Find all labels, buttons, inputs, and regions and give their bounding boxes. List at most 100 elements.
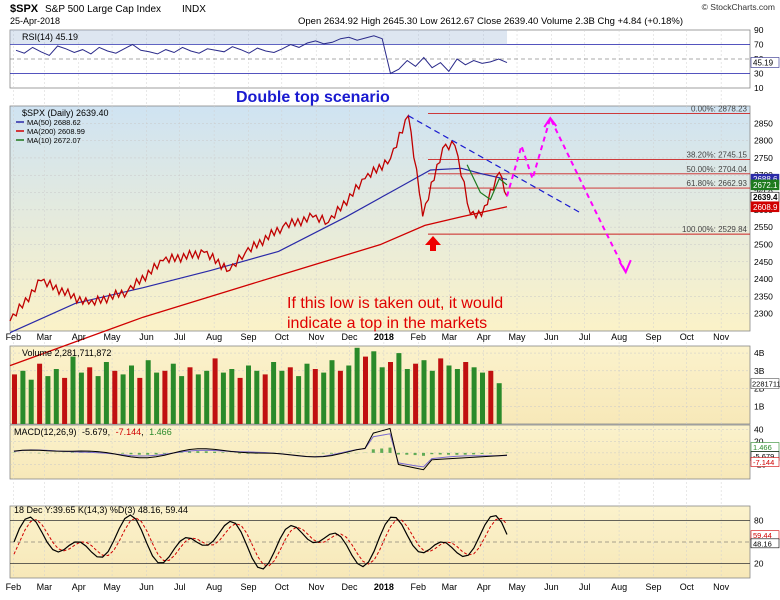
x-tick-label-top: Mar <box>442 332 458 342</box>
volume-bar <box>305 364 310 424</box>
price-tick-label: 2500 <box>754 239 773 249</box>
volume-bar <box>321 373 326 424</box>
rsi-tick-label: 10 <box>754 83 764 93</box>
price-tick-label: 2850 <box>754 118 773 128</box>
macd-histogram-bar <box>138 453 141 455</box>
stoch-last-label: 48.16 <box>753 539 772 548</box>
x-tick-label-bottom: Feb <box>6 582 22 592</box>
x-tick-label-top: Oct <box>275 332 290 342</box>
x-tick-label-bottom: Nov <box>713 582 730 592</box>
x-tick-label-bottom: Sep <box>645 582 661 592</box>
volume-bar <box>96 376 101 424</box>
macd-histogram-bar <box>196 451 199 453</box>
volume-bar <box>438 358 443 424</box>
volume-bar <box>330 360 335 424</box>
volume-bar <box>37 364 42 424</box>
volume-bar <box>45 376 50 424</box>
volume-bar <box>463 362 468 424</box>
x-tick-label-top: Jul <box>174 332 186 342</box>
x-tick-label-bottom: Oct <box>275 582 290 592</box>
x-tick-label-top: Dec <box>341 332 358 342</box>
volume-bar <box>488 371 493 424</box>
x-tick-label-top: Sep <box>241 332 257 342</box>
volume-bar <box>12 374 17 424</box>
x-tick-label-top: Sep <box>645 332 661 342</box>
volume-label: Volume 2,281,711,872 <box>22 348 111 358</box>
x-tick-label-bottom: Apr <box>72 582 86 592</box>
volume-bar <box>263 374 268 424</box>
symbol-text: $SPX <box>10 3 39 15</box>
macd-tick-label: 40 <box>754 425 764 435</box>
macd-histogram-bar <box>130 453 133 454</box>
date-text: 25-Apr-2018 <box>10 16 60 26</box>
stoch-panel <box>10 506 750 578</box>
price-label: $SPX (Daily) 2639.40 <box>22 108 109 118</box>
macd-histogram-bar <box>163 453 166 454</box>
volume-bar <box>288 367 293 424</box>
volume-bar <box>396 353 401 424</box>
volume-bar <box>355 348 360 424</box>
volume-bar <box>87 367 92 424</box>
x-tick-label-top: 2018 <box>374 332 394 342</box>
volume-bar <box>71 357 76 424</box>
x-tick-label-bottom: Feb <box>411 582 427 592</box>
x-tick-label-top: Jul <box>579 332 591 342</box>
volume-bar <box>204 371 209 424</box>
macd-hist-label: 1.466 <box>149 427 172 437</box>
volume-bar <box>238 378 243 424</box>
volume-bar <box>188 367 193 424</box>
x-tick-label-bottom: Jul <box>579 582 591 592</box>
macd-histogram-bar <box>372 449 375 453</box>
macd-histogram-bar <box>221 452 224 453</box>
volume-tick-label: 1B <box>754 401 765 411</box>
x-tick-label-bottom: Dec <box>341 582 358 592</box>
volume-bar <box>179 376 184 424</box>
x-tick-label-top: Mar <box>37 332 53 342</box>
rsi-tick-label: 30 <box>754 69 764 79</box>
note-line-2: indicate a top in the markets <box>287 315 487 332</box>
volume-bar <box>112 371 117 424</box>
macd-histogram-bar <box>430 453 433 454</box>
rsi-last-label: 45.19 <box>753 58 774 67</box>
volume-bar <box>296 376 301 424</box>
macd-histogram-bar <box>155 453 158 455</box>
volume-bar <box>363 357 368 424</box>
macd-histogram-bar <box>447 453 450 455</box>
price-tick-label: 2350 <box>754 291 773 301</box>
macd-histogram-bar <box>481 453 484 454</box>
legend-entry: MA(10) 2672.07 <box>27 136 81 145</box>
stoch-label: 18 Dec Y:39.65 K(14,3) %D(3) 48.16, 59.4… <box>14 505 188 515</box>
volume-bar <box>405 369 410 424</box>
rsi-tick-label: 90 <box>754 25 764 35</box>
price-tick-label: 2750 <box>754 153 773 163</box>
macd-histogram-bar <box>213 452 216 453</box>
volume-bar <box>62 378 67 424</box>
volume-bar <box>162 371 167 424</box>
x-tick-label-top: Apr <box>477 332 491 342</box>
x-tick-label-bottom: 2018 <box>374 582 394 592</box>
volume-tick-label: 4B <box>754 348 765 358</box>
volume-bar <box>338 371 343 424</box>
stoch-tick-label: 80 <box>754 515 764 525</box>
volume-bar <box>480 373 485 424</box>
volume-bar <box>472 367 477 424</box>
volume-bar <box>213 358 218 424</box>
x-tick-label-bottom: Aug <box>611 582 627 592</box>
x-tick-label-top: May <box>509 332 527 342</box>
macd-histogram-bar <box>422 453 425 456</box>
macd-name-label: MACD(12,26,9) <box>14 427 77 437</box>
x-tick-label-bottom: May <box>104 582 122 592</box>
volume-bar <box>29 380 34 424</box>
fib-level-label: 38.20%: 2745.15 <box>687 151 748 160</box>
macd-histogram-bar <box>489 453 492 454</box>
rsi-tick-label: 70 <box>754 40 764 50</box>
x-tick-label-bottom: Aug <box>206 582 222 592</box>
fib-level-label: 61.80%: 2662.93 <box>687 179 748 188</box>
x-tick-label-bottom: Mar <box>37 582 53 592</box>
volume-bar <box>154 373 159 424</box>
note-line-1: If this low is taken out, it would <box>287 295 503 312</box>
x-tick-label-top: Jun <box>544 332 559 342</box>
volume-bar <box>79 373 84 424</box>
rsi-overbought-shade <box>10 30 507 45</box>
